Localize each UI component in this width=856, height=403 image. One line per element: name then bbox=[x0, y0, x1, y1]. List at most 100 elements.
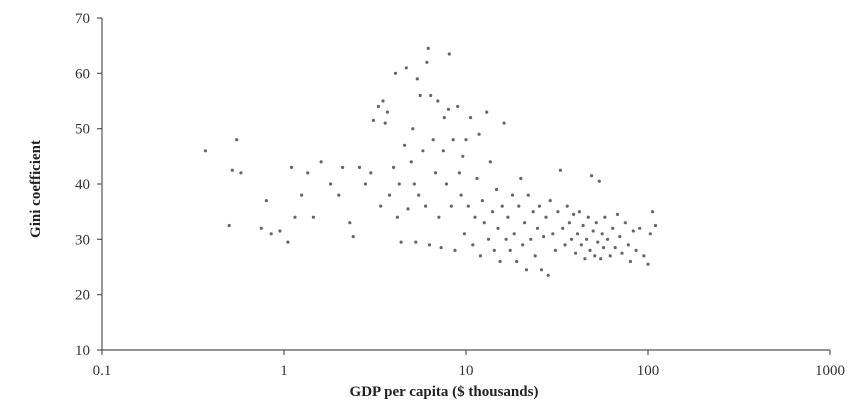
data-point bbox=[341, 165, 345, 169]
data-point bbox=[436, 99, 440, 103]
data-point bbox=[457, 171, 461, 175]
data-point bbox=[395, 215, 399, 219]
data-point bbox=[426, 46, 430, 51]
data-point bbox=[618, 235, 622, 239]
data-point bbox=[442, 116, 446, 120]
data-point bbox=[403, 143, 407, 147]
data-point bbox=[433, 171, 438, 175]
data-point bbox=[464, 138, 468, 142]
data-point bbox=[473, 215, 477, 219]
data-point bbox=[239, 171, 243, 175]
data-point bbox=[603, 215, 607, 219]
data-point bbox=[585, 237, 589, 241]
data-point bbox=[387, 193, 392, 197]
y-tick-label: 50 bbox=[75, 122, 90, 138]
data-point bbox=[591, 229, 595, 233]
data-point bbox=[575, 232, 580, 236]
data-point bbox=[269, 232, 273, 236]
data-point bbox=[492, 248, 496, 252]
data-point bbox=[475, 176, 479, 181]
data-point bbox=[421, 149, 425, 153]
data-point bbox=[646, 262, 650, 266]
data-point bbox=[599, 257, 603, 261]
x-tick-label: 10 bbox=[459, 363, 474, 379]
x-tick-label: 1 bbox=[280, 363, 288, 379]
data-point bbox=[264, 199, 268, 203]
data-point bbox=[478, 254, 482, 258]
y-tick-label: 40 bbox=[75, 177, 90, 193]
data-point bbox=[424, 204, 428, 208]
data-point bbox=[235, 138, 239, 142]
data-point bbox=[491, 210, 495, 214]
y-tick-label: 70 bbox=[75, 11, 90, 27]
data-point bbox=[529, 237, 533, 241]
data-point bbox=[411, 127, 415, 131]
data-point bbox=[392, 165, 396, 169]
data-point bbox=[431, 138, 435, 142]
data-point bbox=[606, 237, 610, 241]
data-point bbox=[494, 187, 499, 192]
data-point bbox=[551, 232, 555, 236]
data-point bbox=[535, 226, 540, 230]
data-point bbox=[397, 182, 401, 186]
data-point bbox=[466, 204, 470, 208]
data-point bbox=[453, 248, 457, 252]
data-point bbox=[259, 226, 263, 230]
x-axis-title: GDP per capita ($ thousands) bbox=[350, 384, 539, 400]
data-point bbox=[586, 215, 590, 219]
data-point bbox=[563, 243, 567, 247]
data-point bbox=[544, 215, 548, 219]
data-point bbox=[383, 121, 387, 125]
data-point bbox=[596, 240, 600, 244]
data-point bbox=[477, 132, 481, 136]
y-tick-label: 10 bbox=[75, 343, 90, 359]
y-axis-title: Gini coefficient bbox=[28, 140, 44, 238]
data-point bbox=[626, 243, 631, 247]
data-point bbox=[319, 160, 323, 164]
data-point bbox=[485, 110, 489, 114]
data-point bbox=[581, 223, 585, 228]
data-point bbox=[293, 215, 297, 219]
data-point bbox=[300, 193, 304, 197]
x-tick-label: 1000 bbox=[815, 363, 845, 379]
data-point bbox=[508, 248, 512, 252]
data-point bbox=[351, 235, 355, 239]
data-point bbox=[488, 160, 492, 164]
data-point bbox=[561, 226, 565, 230]
data-point bbox=[631, 229, 635, 233]
data-point bbox=[648, 232, 652, 236]
data-point bbox=[600, 232, 604, 236]
data-point bbox=[376, 104, 380, 109]
data-point bbox=[556, 210, 560, 214]
data-point bbox=[567, 221, 572, 225]
data-point bbox=[447, 52, 451, 56]
data-point bbox=[546, 273, 550, 277]
data-point bbox=[602, 246, 606, 250]
data-point bbox=[642, 254, 646, 258]
data-point bbox=[385, 110, 389, 114]
data-point bbox=[623, 221, 627, 225]
data-point bbox=[417, 193, 421, 197]
data-point bbox=[412, 182, 416, 186]
data-point bbox=[230, 168, 234, 172]
data-point bbox=[437, 215, 441, 219]
data-point bbox=[203, 149, 207, 153]
data-point bbox=[553, 248, 558, 252]
y-tick-label: 30 bbox=[75, 232, 90, 248]
data-point bbox=[577, 210, 582, 214]
data-point bbox=[379, 204, 383, 208]
data-point bbox=[461, 154, 465, 158]
data-point bbox=[441, 149, 445, 153]
data-point bbox=[579, 243, 583, 247]
data-point bbox=[348, 221, 352, 225]
data-point bbox=[615, 212, 620, 216]
data-point bbox=[286, 240, 290, 244]
data-point bbox=[486, 237, 491, 241]
data-point bbox=[456, 104, 460, 109]
data-point bbox=[399, 240, 403, 244]
data-point bbox=[593, 254, 597, 258]
data-point bbox=[371, 118, 375, 122]
data-point bbox=[425, 60, 429, 64]
data-point bbox=[337, 193, 341, 197]
data-point bbox=[653, 223, 658, 228]
